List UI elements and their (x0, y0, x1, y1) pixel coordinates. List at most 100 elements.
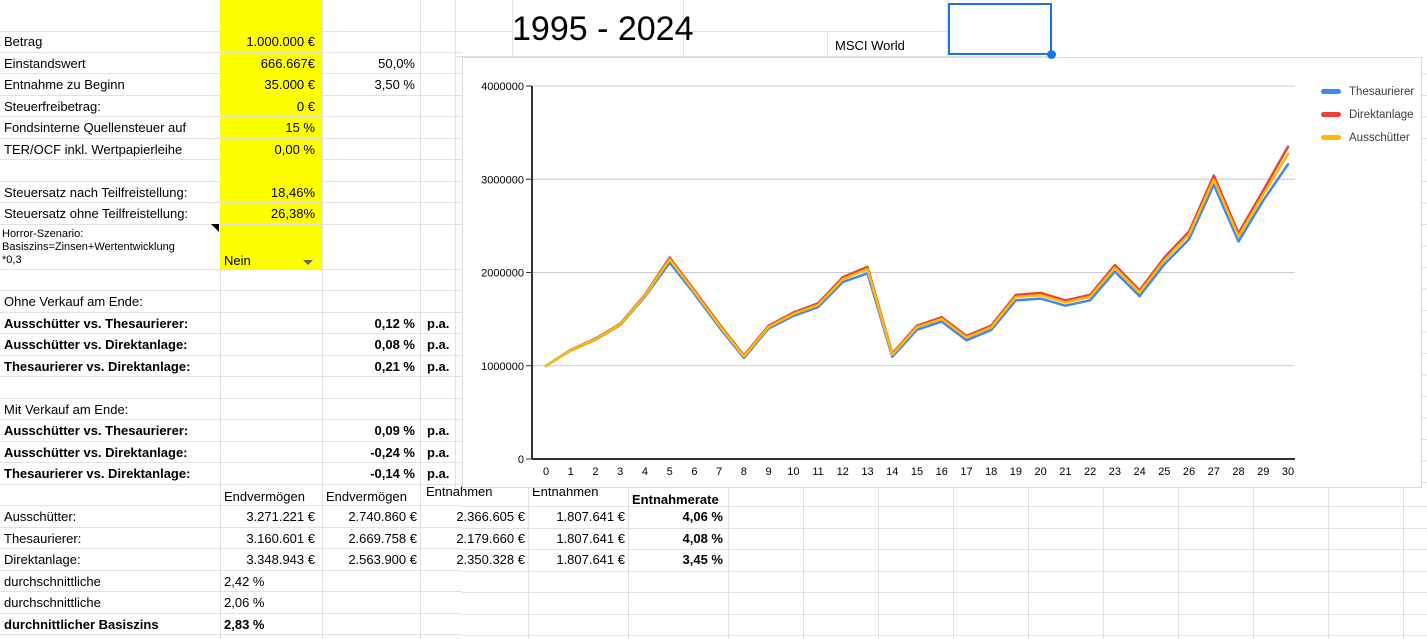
svg-text:26: 26 (1183, 466, 1195, 478)
gridline (947, 0, 948, 56)
legend-label: Thesaurierer (1349, 85, 1415, 98)
average-value: 2,42 % (224, 573, 265, 589)
result-value: 3.160.601 € (246, 530, 315, 546)
row-quellensteuer: Fondsinterne Quellensteuer auf (0, 117, 462, 139)
tax-label: Steuersatz nach Teilfreistellung: (4, 184, 188, 200)
horror-label-line2: Basiszins=Zinsen+Wertentwicklung (2, 240, 175, 253)
comparison-value: 0,08 % (374, 337, 415, 352)
chart-title-cell[interactable]: 1995 - 2024 (512, 10, 694, 48)
row-mit-verkauf-title: Mit Verkauf am Ende: (0, 399, 462, 420)
svg-text:29: 29 (1257, 466, 1269, 478)
svg-text:4000000: 4000000 (481, 81, 524, 93)
einstandswert-input[interactable]: 666.667€ (260, 56, 315, 71)
svg-text:13: 13 (861, 466, 873, 478)
average-value: 2,06 % (224, 595, 265, 610)
svg-text:15: 15 (911, 466, 923, 478)
entnahme-input[interactable]: 35.000 € (264, 77, 315, 92)
comparison-unit: p.a. (427, 337, 450, 352)
param-pct-cell[interactable]: 50,0% (378, 55, 415, 71)
tax-label: Steuersatz ohne Teilfreistellung: (4, 206, 189, 221)
gridline (220, 31, 221, 639)
row-steuersatz-ohne: Steuersatz ohne Teilfreistellung: (0, 203, 462, 225)
result-value: 3.271.221 € (246, 509, 315, 524)
param-label: Einstandswert (4, 55, 86, 71)
result-rate: 4,06 % (682, 509, 723, 524)
line-chart[interactable]: 0 1000000 2000000 3000000 4000000 0 1 2 3 4 5 6 7 8 9 1… (462, 57, 1422, 488)
gridline (462, 613, 1427, 615)
steuerfreibetrag-input[interactable]: 0 € (296, 99, 315, 114)
svg-text:6: 6 (691, 466, 697, 478)
legend-swatch-ausschuetter (1321, 135, 1341, 140)
row-result-thesaurierer: Thesaurierer: 3.160.601 € 2.669.758 € 2.… (0, 528, 723, 549)
gridline (455, 0, 456, 488)
result-rate: 3,45 % (682, 552, 723, 567)
comparison-label: Ausschütter vs. Direktanlage: (4, 444, 188, 460)
legend-swatch-thesaurierer (1321, 89, 1341, 94)
gridline (462, 549, 1427, 550)
horror-dropdown[interactable]: Nein (224, 253, 251, 268)
ter-input[interactable]: 0,00 % (274, 142, 315, 157)
gridline (462, 527, 1427, 529)
quellensteuer-input[interactable]: 15 % (285, 120, 315, 135)
result-value: 2.366.605 € (456, 509, 525, 524)
row-comparison: Ausschütter vs. Direktanlage: 0,08 % p.a… (0, 334, 462, 356)
comparison-unit: p.a. (427, 358, 450, 374)
betrag-input[interactable]: 1.000.000 € (246, 34, 315, 49)
svg-text:0: 0 (543, 466, 549, 478)
gridline (683, 31, 947, 32)
gridline (1253, 488, 1254, 639)
index-label-cell[interactable]: MSCI World (835, 38, 905, 53)
svg-text:30: 30 (1282, 466, 1294, 478)
result-label: Ausschütter: (4, 509, 77, 524)
gridline (803, 488, 804, 639)
row-comparison: Ausschütter vs. Thesaurierer: 0,09 % p.a… (0, 420, 462, 442)
legend-item[interactable]: Direktanlage (1321, 108, 1414, 121)
comparison-label: Ausschütter vs. Direktanlage: (4, 337, 188, 352)
gridline (462, 635, 1427, 636)
steuersatz-nach-value[interactable]: 18,46% (270, 185, 315, 200)
gridline (462, 592, 1427, 593)
row-steuerfreibetrag: Steuerfreibetrag: (0, 96, 462, 117)
gridline (322, 0, 323, 639)
gridline (512, 0, 513, 56)
comparison-value: 0,12 % (374, 315, 415, 331)
param-label: Fondsinterne Quellensteuer auf (4, 120, 187, 135)
section-title: Mit Verkauf am Ende: (4, 401, 129, 417)
row-horror-szenario: Horror-Szenario: Basiszins=Zinsen+Werten… (0, 225, 462, 270)
row-comparison: Ausschütter vs. Direktanlage: -0,24 % p.… (0, 442, 462, 463)
row-empty (0, 377, 462, 399)
selection-fill-handle[interactable] (1047, 50, 1056, 59)
gridline (1328, 488, 1329, 639)
dropdown-arrow-icon[interactable] (303, 260, 313, 265)
svg-text:9: 9 (766, 466, 772, 478)
steuersatz-ohne-value[interactable]: 26,38% (270, 206, 315, 221)
param-pct-cell[interactable]: 3,50 % (374, 77, 415, 92)
gridline (878, 488, 879, 639)
legend-item[interactable]: Ausschütter (1321, 131, 1414, 144)
svg-text:8: 8 (741, 466, 747, 478)
result-value: 3.348.943 € (246, 552, 315, 567)
svg-text:11: 11 (812, 466, 823, 478)
selected-cell[interactable] (948, 3, 1056, 59)
svg-text:2: 2 (592, 466, 598, 478)
param-label: Steuerfreibetrag: (4, 98, 101, 114)
row-empty (0, 160, 462, 182)
result-value: 2.669.758 € (348, 530, 417, 546)
row-average: durchschnittliche 2,06 % (0, 592, 462, 614)
comparison-label: Thesaurierer vs. Direktanlage: (4, 358, 191, 374)
gridline (455, 56, 1053, 57)
svg-text:16: 16 (936, 466, 948, 478)
gridline (728, 488, 729, 639)
row-average: durchschnittliche 2,42 % (0, 571, 462, 592)
svg-text:20: 20 (1035, 466, 1047, 478)
svg-text:21: 21 (1059, 466, 1071, 478)
comparison-value: 0,09 % (374, 423, 415, 438)
comparison-label: Ausschütter vs. Thesaurierer: (4, 423, 189, 438)
svg-text:3000000: 3000000 (481, 174, 524, 186)
svg-text:1000000: 1000000 (481, 361, 524, 373)
result-label: Direktanlage: (4, 552, 81, 567)
legend-item[interactable]: Thesaurierer (1321, 85, 1414, 98)
row-entnahme: Entnahme zu Beginn 3,50 % (0, 74, 462, 96)
